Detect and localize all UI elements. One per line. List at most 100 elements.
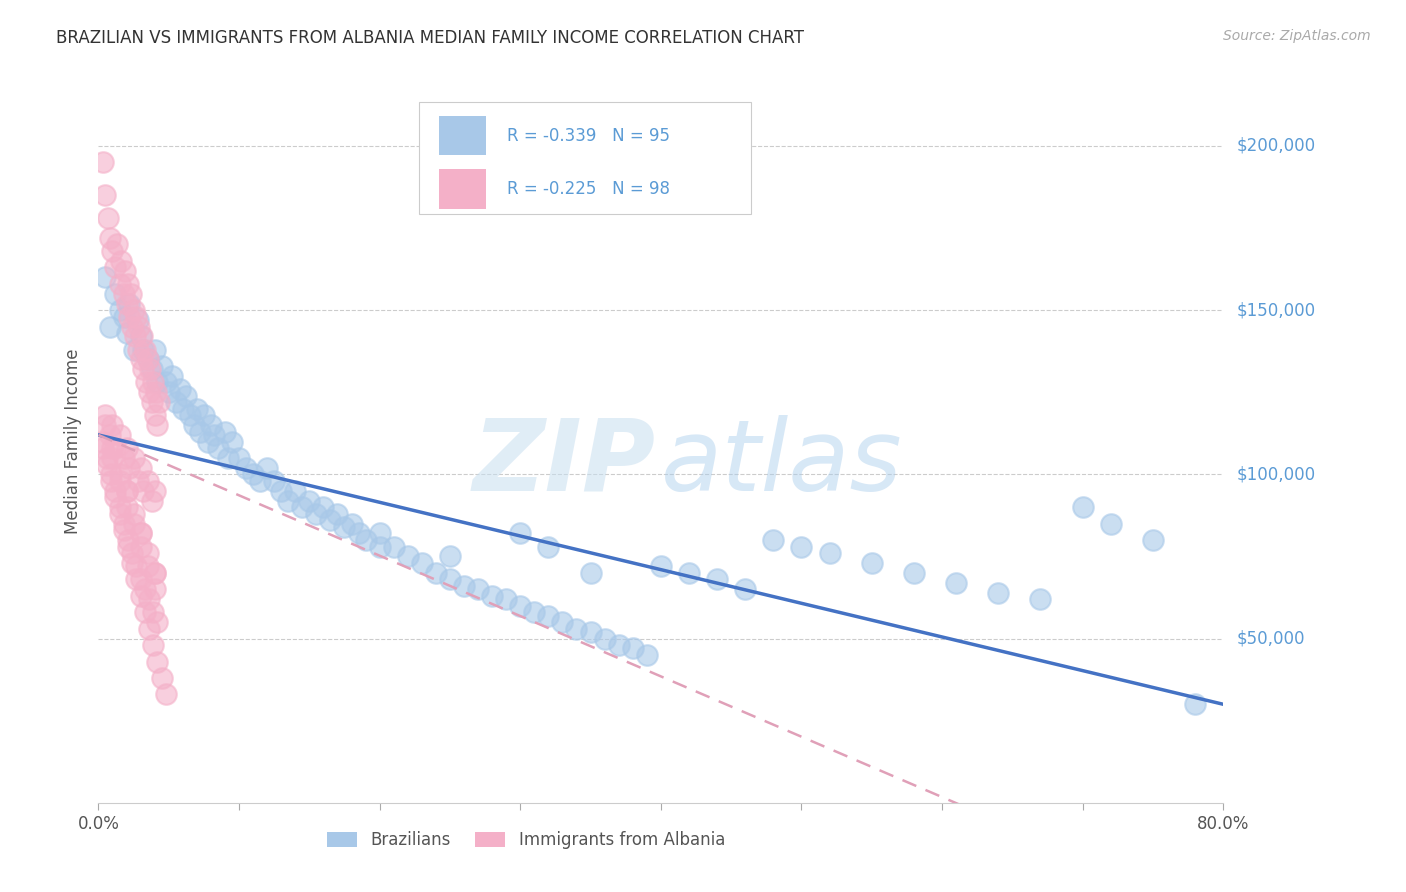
Point <box>129 460 152 475</box>
Point <box>495 592 517 607</box>
Point <box>155 687 177 701</box>
Point <box>249 474 271 488</box>
Text: Source: ZipAtlas.com: Source: ZipAtlas.com <box>1223 29 1371 43</box>
Point <box>117 533 139 547</box>
Point <box>146 615 169 630</box>
Point <box>122 343 145 357</box>
Point <box>197 434 219 449</box>
Point <box>551 615 574 630</box>
Point <box>136 352 159 367</box>
Point <box>127 474 149 488</box>
Point <box>347 526 370 541</box>
Point <box>270 483 292 498</box>
Point <box>125 310 148 324</box>
Point <box>124 329 146 343</box>
Point <box>141 395 163 409</box>
Point <box>143 343 166 357</box>
Point <box>860 556 883 570</box>
Point <box>368 540 391 554</box>
Point <box>121 556 143 570</box>
Point <box>91 155 114 169</box>
Point <box>122 450 145 465</box>
Point <box>150 359 173 373</box>
Point <box>439 573 461 587</box>
Point <box>96 450 118 465</box>
Point <box>305 507 328 521</box>
Point <box>136 546 159 560</box>
Point <box>117 277 139 291</box>
Point <box>650 559 672 574</box>
Point <box>112 523 135 537</box>
Point <box>242 467 264 482</box>
Point <box>142 376 165 390</box>
Point <box>607 638 630 652</box>
Point <box>368 526 391 541</box>
Point <box>98 428 121 442</box>
Point <box>134 343 156 357</box>
Text: $150,000: $150,000 <box>1237 301 1316 319</box>
Point <box>174 388 197 402</box>
Point <box>146 376 169 390</box>
Point <box>354 533 377 547</box>
FancyBboxPatch shape <box>439 116 486 155</box>
Point <box>112 310 135 324</box>
Point <box>115 296 138 310</box>
Point <box>104 483 127 498</box>
Point <box>96 458 118 472</box>
Point <box>117 540 139 554</box>
Point <box>509 526 531 541</box>
Point <box>121 319 143 334</box>
Point <box>277 493 299 508</box>
Point <box>112 286 135 301</box>
Text: R = -0.225   N = 98: R = -0.225 N = 98 <box>506 180 669 198</box>
Point <box>94 409 117 423</box>
Point <box>104 286 127 301</box>
Point <box>706 573 728 587</box>
Point <box>98 319 121 334</box>
Legend: Brazilians, Immigrants from Albania: Brazilians, Immigrants from Albania <box>321 824 731 856</box>
Point <box>636 648 658 662</box>
Point <box>319 513 342 527</box>
Point <box>136 474 159 488</box>
Point <box>396 549 419 564</box>
Point <box>108 303 131 318</box>
Point <box>139 362 162 376</box>
Point <box>621 641 644 656</box>
Point <box>221 434 243 449</box>
Point <box>129 589 152 603</box>
Point <box>481 589 503 603</box>
Point <box>91 434 114 449</box>
Point <box>115 483 138 498</box>
Text: $100,000: $100,000 <box>1237 466 1316 483</box>
Point <box>141 493 163 508</box>
Point <box>284 483 307 498</box>
Point <box>104 491 127 505</box>
Point <box>105 237 128 252</box>
Point <box>453 579 475 593</box>
Point <box>129 526 152 541</box>
Point <box>537 608 560 623</box>
Point <box>136 559 159 574</box>
Point <box>183 418 205 433</box>
Point <box>127 343 149 357</box>
Point <box>125 573 148 587</box>
Point <box>108 467 131 482</box>
Point <box>100 474 122 488</box>
Point <box>179 409 201 423</box>
Point <box>132 483 155 498</box>
Text: $200,000: $200,000 <box>1237 137 1316 155</box>
Point <box>333 520 356 534</box>
Point <box>122 303 145 318</box>
Point <box>115 441 138 455</box>
Point <box>1029 592 1052 607</box>
Point <box>138 622 160 636</box>
Point <box>579 625 602 640</box>
Point <box>146 418 169 433</box>
Point <box>217 450 239 465</box>
Point <box>298 493 321 508</box>
Point <box>118 460 141 475</box>
Point <box>425 566 447 580</box>
Point <box>100 467 122 482</box>
Point <box>98 231 121 245</box>
Point <box>1184 698 1206 712</box>
